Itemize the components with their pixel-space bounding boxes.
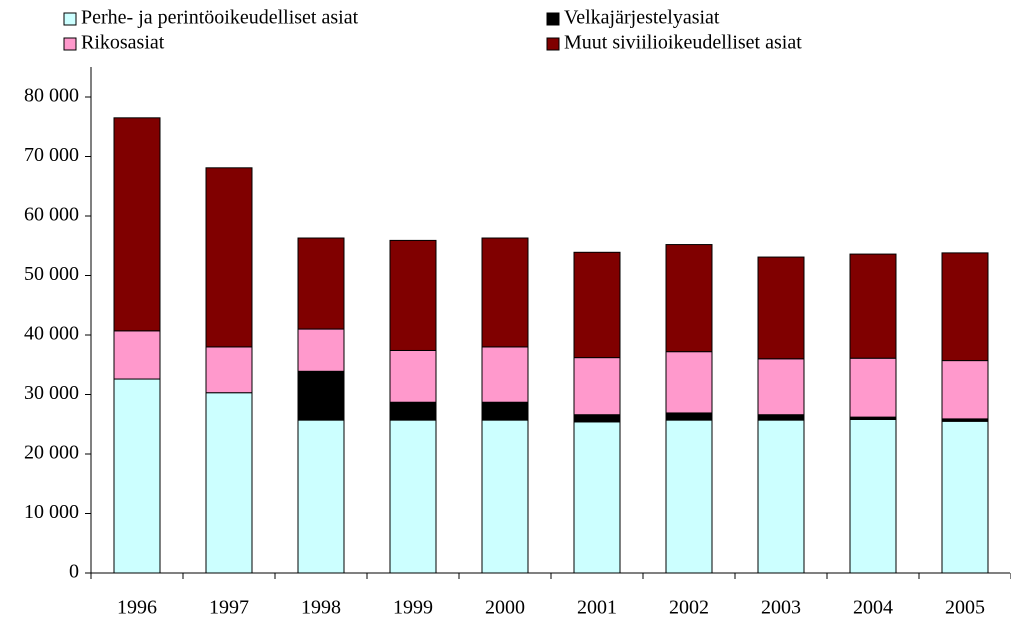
bar-segment bbox=[849, 253, 897, 359]
y-tick-label: 70 000 bbox=[24, 144, 79, 166]
x-tick-label: 2002 bbox=[669, 597, 709, 619]
legend-swatch bbox=[546, 37, 560, 51]
x-tick-label: 1997 bbox=[209, 597, 249, 619]
legend-label: Velkajärjestelyasiat bbox=[564, 7, 720, 29]
y-tick-label: 10 000 bbox=[24, 501, 79, 523]
bar-segment bbox=[573, 251, 621, 359]
x-tick-label: 2001 bbox=[577, 597, 617, 619]
bar-segment bbox=[665, 244, 713, 353]
y-tick-label: 80 000 bbox=[24, 85, 79, 107]
bar-segment bbox=[941, 420, 989, 574]
bar-segment bbox=[297, 370, 345, 421]
y-tick-label: 50 000 bbox=[24, 263, 79, 285]
bar-segment bbox=[481, 237, 529, 348]
legend-label: Perhe- ja perintöoikeudelliset asiat bbox=[81, 7, 359, 29]
y-tick-label: 20 000 bbox=[24, 442, 79, 464]
y-tick-label: 60 000 bbox=[24, 204, 79, 226]
x-tick-label: 1996 bbox=[117, 597, 157, 619]
bar-segment bbox=[665, 351, 713, 414]
legend-swatch bbox=[546, 12, 560, 26]
bar-segment bbox=[389, 401, 437, 421]
bar-segment bbox=[481, 401, 529, 421]
bar-segment bbox=[757, 358, 805, 416]
bar-segment bbox=[849, 418, 897, 574]
legend-label: Rikosasiat bbox=[81, 32, 165, 54]
x-tick-label: 2003 bbox=[761, 597, 801, 619]
bar-segment bbox=[573, 357, 621, 416]
bar-segment bbox=[665, 412, 713, 421]
bar-segment bbox=[481, 419, 529, 574]
x-tick-label: 1999 bbox=[393, 597, 433, 619]
y-tick-label: 40 000 bbox=[24, 323, 79, 345]
bar-segment bbox=[389, 419, 437, 574]
bar-segment bbox=[481, 346, 529, 403]
y-tick-label: 30 000 bbox=[24, 382, 79, 404]
bar-segment bbox=[941, 360, 989, 420]
bar-segment bbox=[113, 117, 161, 332]
y-tick-label: 0 bbox=[69, 561, 79, 583]
bar-segment bbox=[297, 419, 345, 574]
legend-swatch bbox=[63, 12, 77, 26]
bar-segment bbox=[941, 252, 989, 362]
bar-segment bbox=[849, 357, 897, 418]
bar-segment bbox=[205, 392, 253, 574]
legend-swatch bbox=[63, 37, 77, 51]
bar-segment bbox=[297, 328, 345, 372]
x-tick-label: 2005 bbox=[945, 597, 985, 619]
x-tick-label: 2000 bbox=[485, 597, 525, 619]
bar-segment bbox=[113, 378, 161, 574]
bar-segment bbox=[573, 421, 621, 574]
bar-segment bbox=[665, 419, 713, 574]
bar-segment bbox=[205, 167, 253, 348]
legend-label: Muut siviilioikeudelliset asiat bbox=[564, 32, 802, 54]
bar-segment bbox=[573, 414, 621, 423]
bar-segment bbox=[113, 330, 161, 380]
bar-segment bbox=[205, 346, 253, 394]
x-tick-label: 1998 bbox=[301, 597, 341, 619]
bar-segment bbox=[757, 419, 805, 574]
bar-segment bbox=[297, 237, 345, 330]
bar-segment bbox=[389, 239, 437, 351]
bar-segment bbox=[757, 414, 805, 421]
bar-segment bbox=[757, 256, 805, 360]
x-tick-label: 2004 bbox=[853, 597, 893, 619]
bar-segment bbox=[389, 349, 437, 403]
